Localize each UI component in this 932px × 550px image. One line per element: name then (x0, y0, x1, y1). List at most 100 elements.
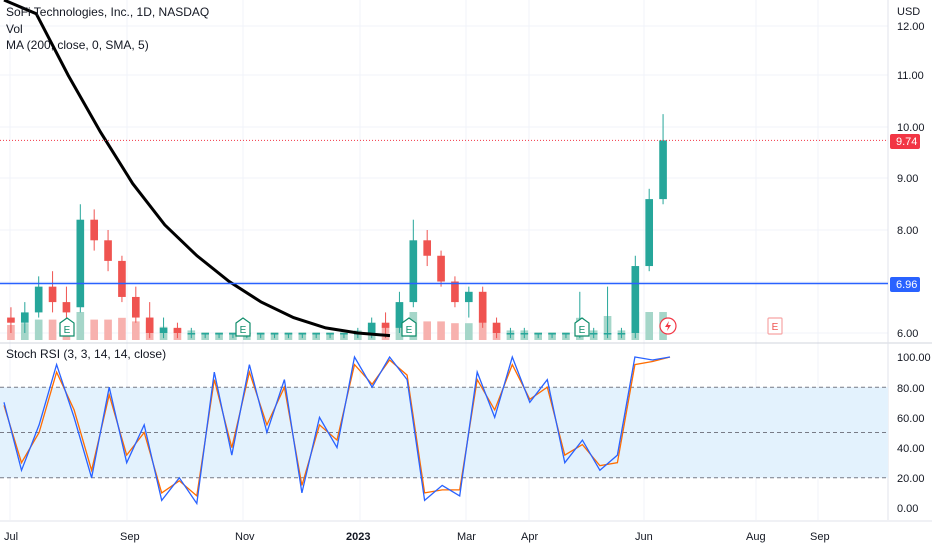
candle-body (118, 260, 126, 297)
volume-bar (76, 312, 85, 340)
candle-body (631, 266, 640, 333)
candle-body (201, 333, 210, 335)
time-tick: 2023 (346, 531, 370, 543)
candle-body (409, 240, 418, 303)
candle-body (215, 333, 223, 335)
candle-body (478, 291, 487, 323)
candle-body (62, 302, 71, 313)
candle-body (173, 327, 182, 333)
rsi-tick: 40.00 (897, 443, 925, 455)
candle-body (90, 219, 99, 241)
time-tick: Aug (746, 531, 766, 543)
price-tick: 8.00 (897, 225, 918, 237)
stoch-rsi-k-line (3, 354, 671, 506)
candle-body (603, 333, 612, 335)
candle-body (131, 296, 140, 318)
candle-body (395, 302, 404, 328)
candlesticks (7, 114, 667, 339)
candle-body (298, 333, 307, 335)
earnings-marker-label: E (579, 325, 586, 336)
earnings-marker-label: E (772, 322, 779, 333)
time-tick: Mar (457, 531, 476, 543)
rsi-tick: 100.00 (897, 352, 931, 364)
ma-legend[interactable]: MA (200, close, 0, SMA, 5) (6, 38, 149, 52)
stoch-rsi-band-lines (0, 386, 888, 479)
earnings-markers: E E E E E (59, 317, 783, 337)
price-tick: 12.00 (897, 21, 925, 33)
level-tag: 6.96 (896, 279, 917, 291)
volume-bar (464, 323, 473, 340)
time-tick: Apr (521, 531, 538, 543)
stoch-rsi-lines (3, 354, 671, 506)
time-tick: Jun (635, 531, 653, 543)
candle-body (381, 322, 390, 328)
symbol-legend[interactable]: SoFi Technologies, Inc., 1D, NASDAQ (6, 5, 210, 19)
price-axis[interactable]: USD 12.00 11.00 10.00 9.00 8.00 6.00 9.7… (890, 6, 925, 340)
candle-body (340, 333, 348, 335)
last-price-tag-bg (890, 134, 920, 149)
rsi-tick: 20.00 (897, 473, 925, 485)
volume-bar (118, 317, 126, 340)
volume-bar (48, 319, 57, 340)
volume-bar (478, 319, 487, 340)
last-price-tag: 9.74 (896, 136, 917, 148)
candle-body (645, 199, 654, 267)
candle-body (7, 317, 15, 323)
earnings-marker[interactable]: E (235, 317, 251, 337)
volume-bar (423, 321, 432, 340)
earnings-marker-label: E (240, 325, 247, 336)
volume-bar (451, 323, 459, 340)
currency-label: USD (897, 6, 920, 18)
candle-body (256, 333, 265, 335)
candle-body (76, 219, 85, 308)
earnings-marker-upcoming[interactable]: E (767, 317, 783, 335)
price-tick: 10.00 (897, 122, 925, 134)
candle-body (562, 333, 570, 335)
rsi-tick: 0.00 (897, 503, 918, 515)
candle-body (270, 333, 279, 335)
candle-body (520, 333, 529, 335)
candle-body (659, 140, 667, 200)
candle-body (437, 255, 445, 282)
rsi-tick: 60.00 (897, 413, 925, 425)
time-tick: Nov (235, 531, 255, 543)
candle-body (326, 333, 334, 335)
earnings-marker[interactable]: E (59, 317, 75, 337)
time-axis[interactable]: Jul Sep Nov 2023 Mar Apr Jun Aug Sep (4, 531, 830, 543)
earnings-marker[interactable]: E (574, 317, 590, 337)
volume-bars (7, 312, 667, 340)
volume-bar (90, 319, 99, 340)
candle-body (534, 333, 543, 335)
candle-body (423, 240, 432, 256)
earnings-marker[interactable]: E (401, 317, 417, 337)
candle-body (367, 322, 376, 333)
volume-bar (34, 319, 43, 340)
volume-bar (437, 321, 445, 340)
candle-body (159, 327, 168, 333)
earnings-marker-label: E (406, 325, 413, 336)
price-tick: 6.00 (897, 328, 918, 340)
time-tick: Jul (4, 531, 18, 543)
candle-body (104, 240, 112, 261)
volume-bar (131, 321, 140, 340)
candle-body (20, 312, 29, 323)
candle-body (589, 333, 598, 335)
rsi-tick: 80.00 (897, 383, 925, 395)
candle-body (145, 317, 154, 333)
candle-body (506, 333, 515, 335)
candle-body (451, 281, 459, 303)
earnings-marker-label: E (64, 325, 71, 336)
candle-body (492, 322, 501, 333)
candle-body (229, 333, 237, 335)
stoch-rsi-axis[interactable]: 100.00 80.00 60.00 40.00 20.00 0.00 (897, 352, 931, 515)
time-tick: Sep (120, 531, 140, 543)
lightning-icon[interactable] (659, 317, 677, 335)
stoch-rsi-legend[interactable]: Stoch RSI (3, 3, 14, 14, close) (6, 347, 167, 361)
ma-200-line (3, 0, 391, 338)
volume-legend[interactable]: Vol (6, 22, 23, 36)
volume-bar (104, 319, 112, 340)
price-tick: 11.00 (897, 70, 924, 82)
candle-body (312, 333, 321, 335)
candle-body (48, 286, 57, 303)
